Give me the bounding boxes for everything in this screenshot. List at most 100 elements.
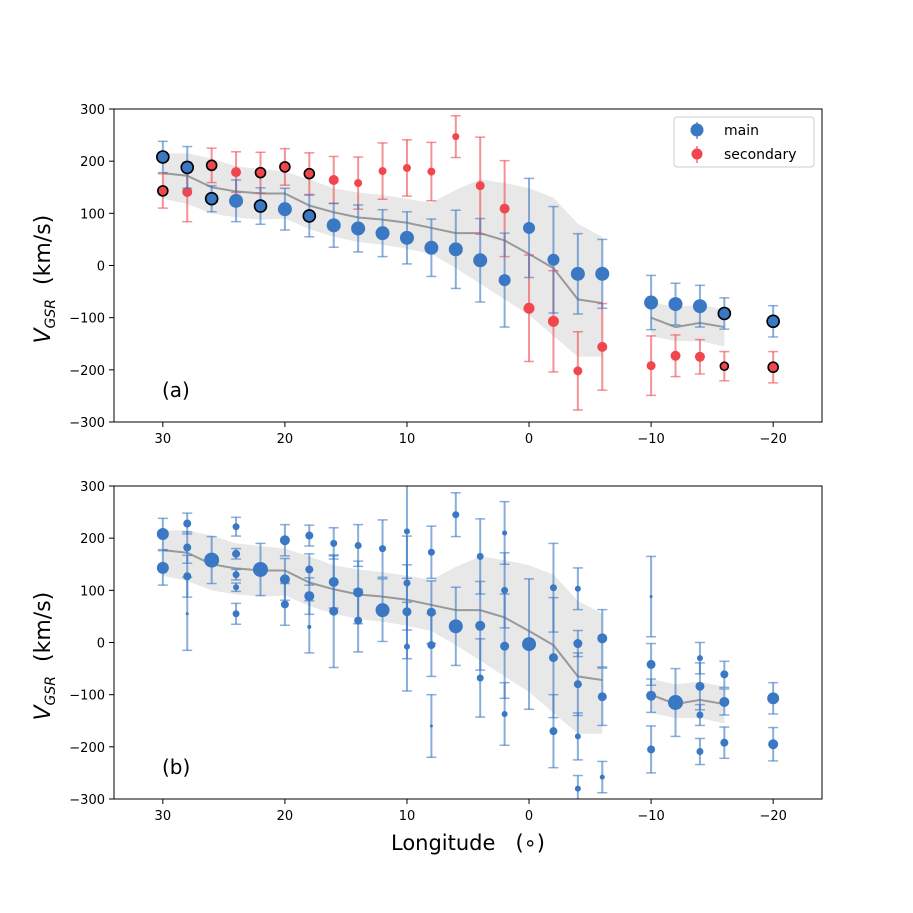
marker xyxy=(599,774,605,780)
x-tick-label: −10 xyxy=(637,809,664,824)
data-point-secondary xyxy=(254,151,267,194)
data-point-secondary xyxy=(694,338,705,375)
data-point-components xyxy=(768,726,779,762)
y-label-unit: (km/s) xyxy=(31,592,56,662)
marker xyxy=(280,600,289,609)
marker xyxy=(304,591,315,602)
data-points-a xyxy=(156,115,780,411)
marker xyxy=(473,253,488,268)
marker xyxy=(351,221,366,236)
data-point-components xyxy=(548,693,559,769)
data-point-components xyxy=(719,688,730,716)
data-point-components xyxy=(156,549,169,586)
data-point-main xyxy=(692,284,707,328)
marker xyxy=(692,299,707,314)
x-tick-label: 0 xyxy=(525,432,533,447)
data-point-secondary xyxy=(401,139,412,197)
marker xyxy=(448,242,463,257)
marker xyxy=(448,619,463,634)
marker xyxy=(595,266,610,281)
x-tick-label: −20 xyxy=(759,809,786,824)
confidence-band-b xyxy=(162,530,725,734)
y-tick-label: 300 xyxy=(80,480,105,495)
marker xyxy=(403,528,410,535)
y-tick-label: 100 xyxy=(80,207,105,222)
marker xyxy=(204,191,219,206)
marker xyxy=(570,266,585,281)
y-tick-label: −300 xyxy=(69,793,105,808)
legend: main secondary xyxy=(673,116,815,168)
marker xyxy=(427,167,436,176)
data-point-components xyxy=(353,588,364,653)
data-point-components xyxy=(204,535,220,585)
marker xyxy=(429,724,433,728)
x-tick-label: 0 xyxy=(525,809,533,824)
panel-label-a: (a) xyxy=(162,378,190,402)
marker xyxy=(375,226,390,241)
data-point-main xyxy=(375,208,390,258)
marker xyxy=(646,690,657,701)
data-point-main xyxy=(180,145,195,190)
y-tick-label: 200 xyxy=(80,532,105,547)
marker xyxy=(668,297,683,312)
data-point-main xyxy=(277,187,292,231)
data-point-secondary xyxy=(426,141,437,202)
data-point-main xyxy=(644,274,659,331)
marker xyxy=(330,539,338,547)
marker xyxy=(696,711,704,719)
data-point-components xyxy=(231,568,242,581)
legend-entry-main: main xyxy=(690,122,759,139)
marker xyxy=(523,221,536,234)
marker xyxy=(402,163,411,172)
x-tick-label: −20 xyxy=(759,432,786,447)
data-point-components xyxy=(231,516,242,537)
marker xyxy=(180,160,195,175)
marker xyxy=(302,209,317,223)
data-point-main xyxy=(156,140,170,174)
marker xyxy=(574,785,581,792)
legend-marker-secondary xyxy=(691,148,703,160)
y-tick-label: −200 xyxy=(69,741,105,756)
x-tick-label: 10 xyxy=(399,809,416,824)
data-point-secondary xyxy=(646,335,657,397)
data-point-components xyxy=(694,737,705,766)
data-point-secondary xyxy=(719,350,730,382)
data-point-secondary xyxy=(303,152,316,196)
data-point-components xyxy=(719,726,730,760)
data-point-components xyxy=(182,576,193,652)
marker xyxy=(229,193,244,208)
y-tick-label: 0 xyxy=(97,637,105,652)
data-point-main xyxy=(498,232,511,328)
marker xyxy=(501,710,508,717)
marker xyxy=(719,696,730,707)
data-point-components xyxy=(231,547,242,560)
x-tick-label: 20 xyxy=(277,809,294,824)
y-tick-label: −100 xyxy=(69,689,105,704)
data-point-secondary xyxy=(157,172,169,209)
marker xyxy=(597,633,608,644)
marker xyxy=(183,519,192,528)
data-point-components xyxy=(499,593,510,700)
marker xyxy=(354,179,363,188)
marker xyxy=(646,659,656,669)
data-point-components xyxy=(231,602,242,625)
marker xyxy=(502,530,508,536)
marker xyxy=(232,610,240,618)
data-point-components xyxy=(401,601,412,692)
data-point-main xyxy=(351,204,366,253)
marker xyxy=(452,511,460,519)
data-point-main xyxy=(570,232,585,315)
marker xyxy=(354,541,362,549)
marker xyxy=(574,733,581,740)
panel-label-b: (b) xyxy=(162,755,190,779)
y-label-main: V xyxy=(31,327,56,344)
band-mean-line-1 xyxy=(650,316,725,329)
data-point-main xyxy=(424,218,439,278)
data-point-components xyxy=(499,681,510,747)
marker xyxy=(522,637,537,652)
data-point-secondary xyxy=(670,334,681,378)
marker xyxy=(254,166,267,179)
data-point-main xyxy=(253,187,268,226)
y-tick-label: 200 xyxy=(80,155,105,170)
data-point-components xyxy=(646,678,657,714)
